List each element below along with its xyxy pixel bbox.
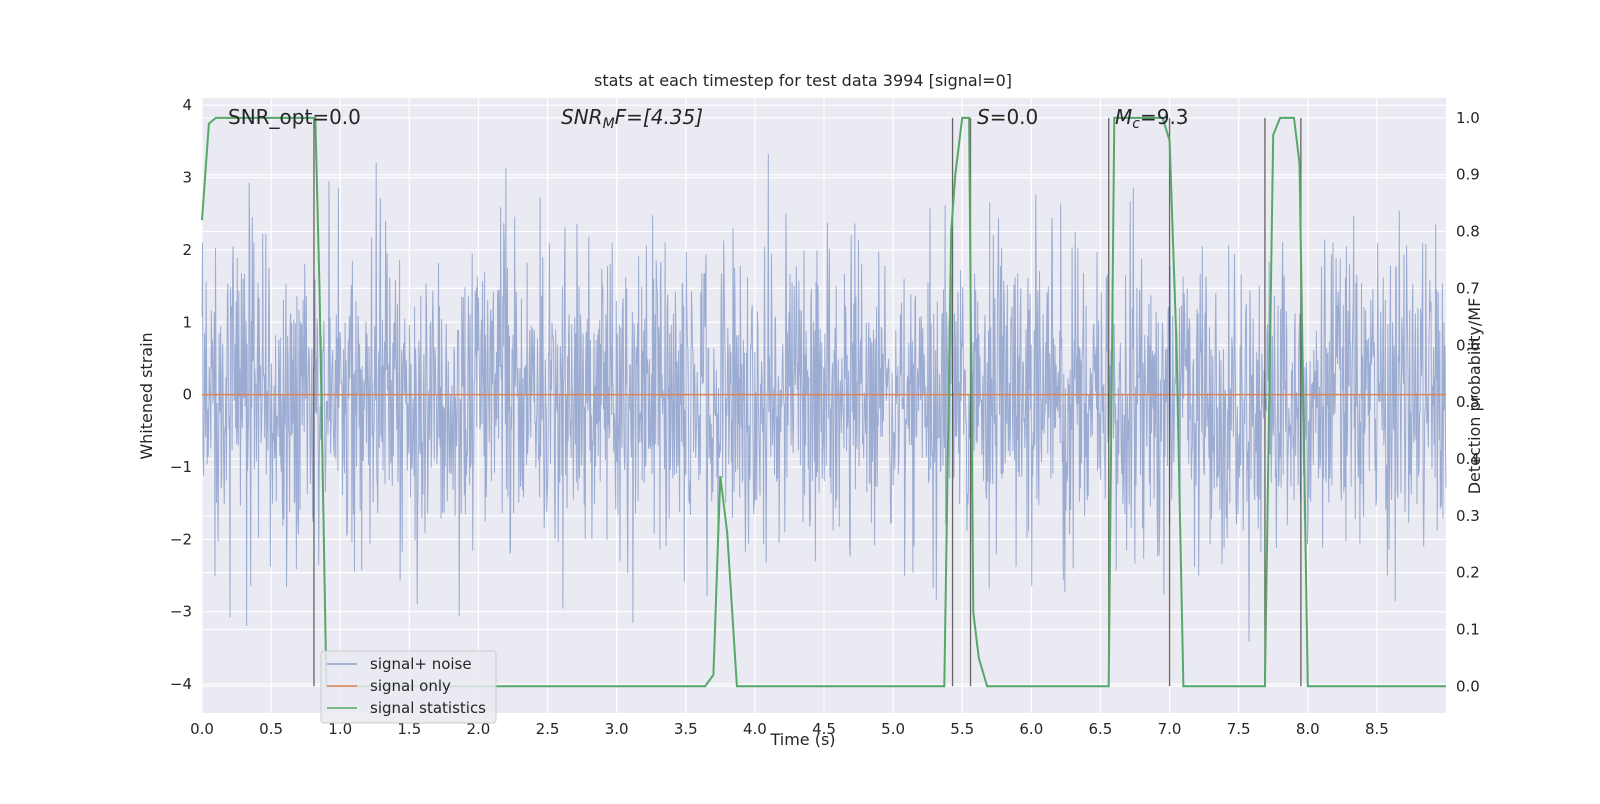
y-left-tick-label: −2	[170, 530, 192, 548]
chart-title: stats at each timestep for test data 399…	[594, 71, 1012, 90]
y-right-tick-label: 0.6	[1456, 336, 1480, 354]
y-right-tick-label: 0.4	[1456, 450, 1480, 468]
y-left-tick-label: 1	[182, 313, 192, 331]
x-axis-ticks: 0.0 0.5 1.0 1.5 2.0 2.5 3.0 3.5 4.0 4.5 5.0 5.5 6.0 6…	[190, 720, 1389, 738]
x-tick-label: 6.5	[1089, 720, 1113, 738]
y-right-tick-label: 0.8	[1456, 223, 1480, 241]
x-tick-label: 2.0	[467, 720, 491, 738]
y-left-tick-label: 2	[182, 241, 192, 259]
y-right-tick-label: 0.1	[1456, 620, 1480, 638]
x-tick-label: 1.5	[397, 720, 421, 738]
y-left-tick-label: −3	[170, 603, 192, 621]
y-right-tick-label: 0.7	[1456, 279, 1480, 297]
x-tick-label: 5.0	[881, 720, 905, 738]
y-right-tick-label: 0.9	[1456, 166, 1480, 184]
x-tick-label: 0.5	[259, 720, 283, 738]
legend-label-noise: signal+ noise	[370, 655, 472, 673]
y-axis-right-ticks: 1.0 0.9 0.8 0.7 0.6 0.5 0.4 0.3 0.2 0.1 0.0	[1456, 109, 1480, 695]
y-axis-left-ticks: 4 3 2 1 0 −1 −2 −3 −4	[170, 96, 192, 693]
x-tick-label: 8.5	[1365, 720, 1389, 738]
annotation-s: S=0.0	[977, 105, 1038, 129]
y-right-tick-label: 0.3	[1456, 507, 1480, 525]
y-right-tick-label: 0.5	[1456, 393, 1480, 411]
y-left-tick-label: 3	[182, 169, 192, 187]
x-tick-label: 7.0	[1158, 720, 1182, 738]
y-axis-left-label: Whitened strain	[137, 332, 156, 459]
legend-box	[320, 650, 497, 724]
x-tick-label: 3.5	[674, 720, 698, 738]
signal-statistics-line	[201, 116, 1446, 688]
y-right-tick-label: 0.0	[1456, 677, 1480, 695]
x-tick-label: 8.0	[1296, 720, 1320, 738]
x-tick-label: 0.0	[190, 720, 214, 738]
x-tick-label: 7.5	[1227, 720, 1251, 738]
y-axis-right-label: Detection probability/MF	[1465, 298, 1484, 495]
y-left-tick-label: −4	[170, 675, 192, 693]
legend-label-signal: signal only	[370, 677, 451, 695]
legend-label-statistics: signal statistics	[370, 699, 486, 717]
y-right-tick-label: 1.0	[1456, 109, 1480, 127]
noise-series	[201, 153, 1447, 642]
annotation-snr-opt: SNR_opt=0.0	[228, 105, 361, 129]
y-left-tick-label: 4	[182, 96, 192, 114]
x-tick-label: 6.0	[1019, 720, 1043, 738]
x-tick-label: 3.0	[605, 720, 629, 738]
y-left-tick-label: 0	[182, 386, 192, 404]
legend: signal+ noise signal only signal statist…	[320, 650, 497, 724]
noise-line	[201, 153, 1447, 642]
annotation-mc: Mc=9.3	[1115, 105, 1189, 132]
y-right-tick-label: 0.2	[1456, 564, 1480, 582]
y-left-tick-label: −1	[170, 458, 192, 476]
x-tick-label: 5.5	[950, 720, 974, 738]
x-tick-label: 1.0	[328, 720, 352, 738]
signal-statistics-series	[201, 116, 1446, 688]
x-tick-label: 2.5	[536, 720, 560, 738]
x-tick-label: 4.5	[812, 720, 836, 738]
annotation-snr-mf: SNRMF=[4.35]	[561, 105, 703, 132]
x-tick-label: 4.0	[743, 720, 767, 738]
x-axis-label: Time (s)	[769, 730, 835, 749]
